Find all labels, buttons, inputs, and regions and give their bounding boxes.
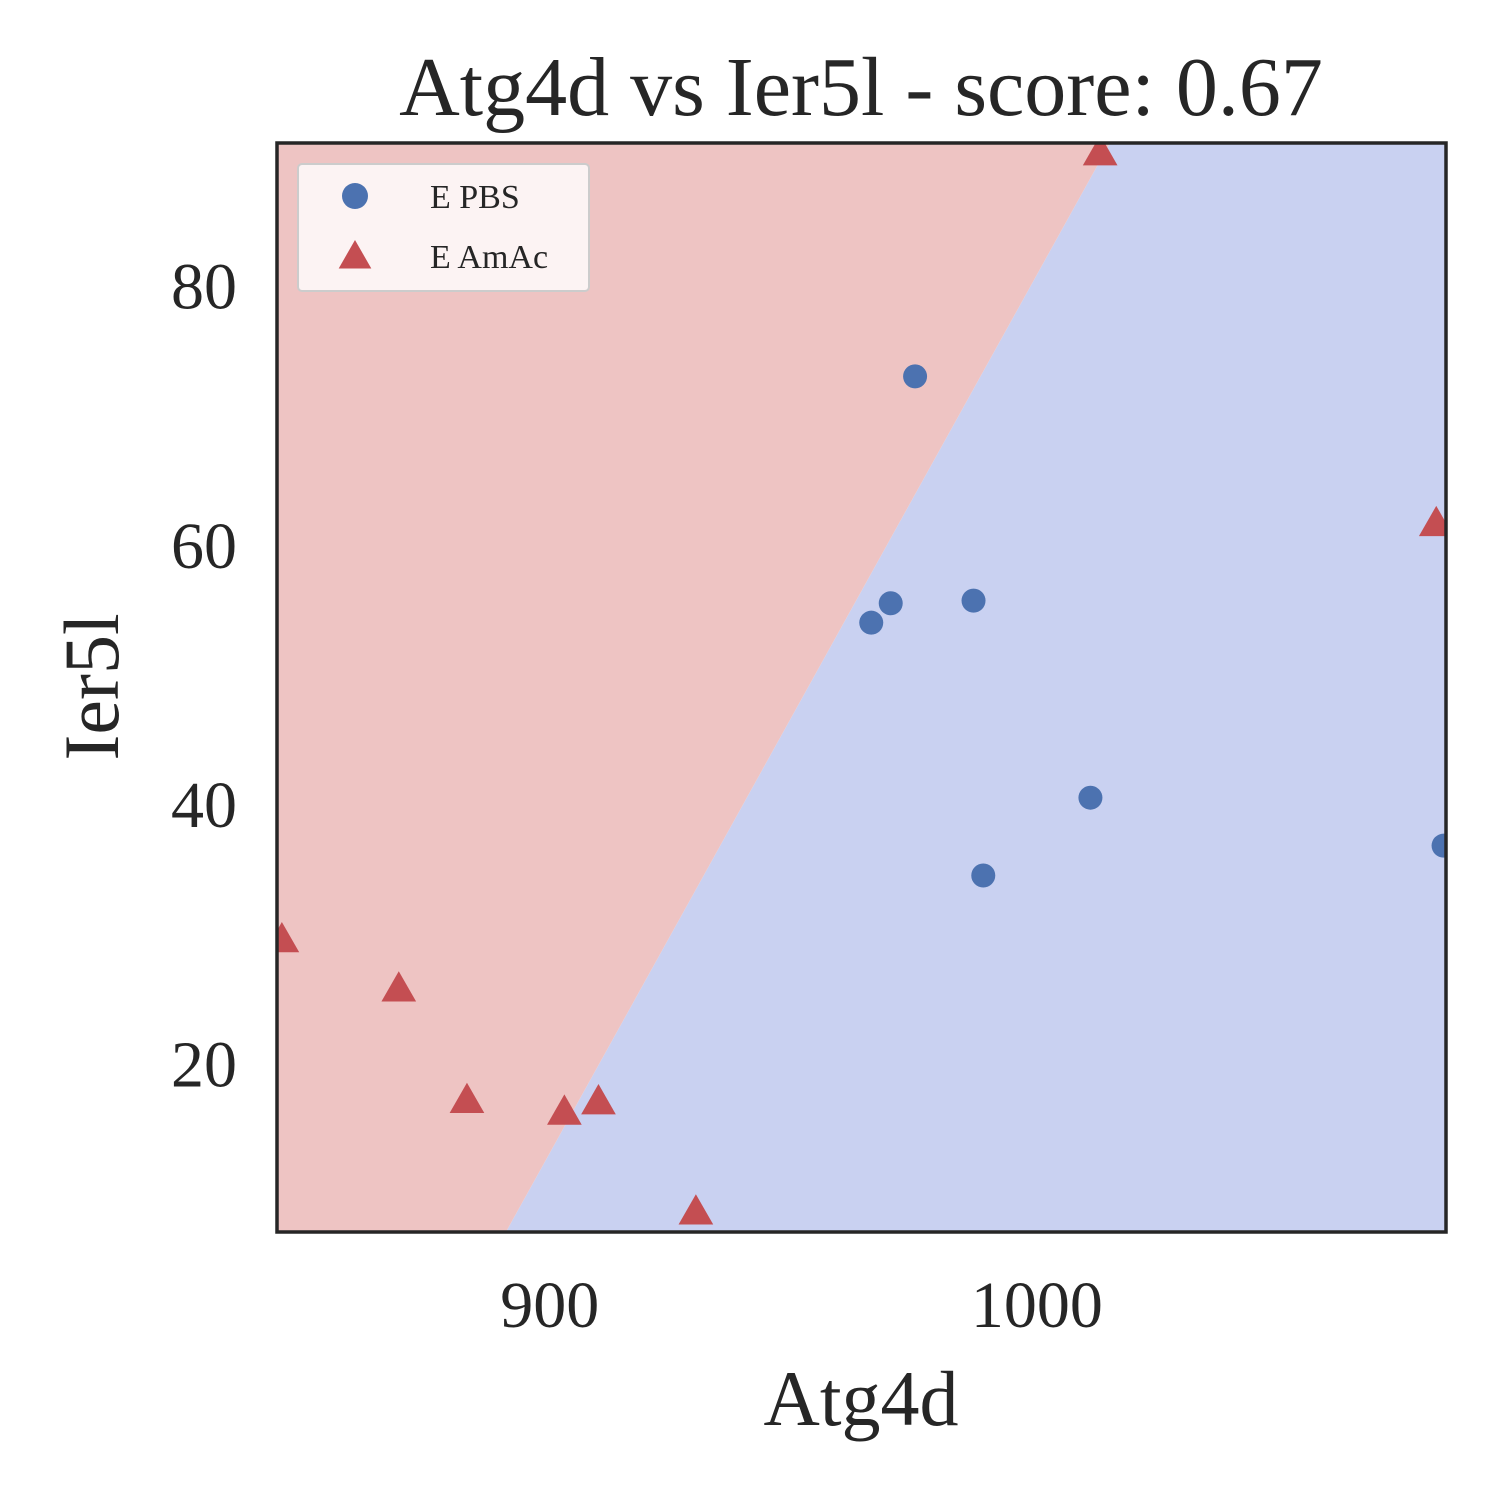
point-e-pbs: [903, 364, 928, 389]
legend-box: [297, 163, 590, 292]
region-e-amac: [277, 143, 1110, 1232]
legend-label-e-amac: E AmAc: [430, 239, 548, 276]
x-axis-label: Atg4d: [764, 1355, 959, 1442]
point-e-pbs: [859, 610, 884, 635]
y-tick-label: 40: [171, 769, 237, 842]
legend-label-e-pbs: E PBS: [430, 179, 520, 216]
point-e-pbs: [1078, 785, 1103, 810]
data-points: [277, 143, 1446, 1225]
point-e-amac: [581, 1084, 616, 1115]
chart-title: Atg4d vs Ier5l - score: 0.67: [399, 41, 1323, 134]
point-e-pbs: [878, 591, 903, 616]
point-e-amac: [277, 922, 300, 953]
point-e-amac: [1082, 143, 1118, 166]
point-e-amac: [381, 971, 417, 1002]
region-e-pbs: [505, 143, 1446, 1232]
decision-regions: [277, 143, 1446, 1232]
point-e-pbs: [971, 863, 996, 888]
point-e-amac: [449, 1082, 485, 1114]
point-e-pbs: [1431, 833, 1446, 858]
y-axis-label: Ier5l: [48, 613, 135, 760]
legend: E PBS E AmAc: [297, 163, 590, 292]
x-tick-label: 900: [500, 1269, 599, 1342]
y-tick-label: 80: [171, 251, 237, 324]
plot-frame: [275, 141, 1448, 1234]
y-tick-label: 60: [171, 510, 237, 583]
point-e-amac: [1418, 505, 1446, 537]
y-tick-label: 20: [171, 1028, 237, 1101]
point-e-pbs: [961, 588, 986, 613]
legend-marker-e-amac: [338, 240, 372, 269]
point-e-amac: [547, 1094, 582, 1125]
y-axis-ticks: 20 40 60 80: [171, 251, 237, 1102]
point-e-amac: [678, 1194, 714, 1225]
x-tick-label: 1000: [971, 1269, 1103, 1342]
x-axis-ticks: 900 1000: [500, 1269, 1103, 1342]
legend-marker-e-pbs: [342, 183, 368, 209]
